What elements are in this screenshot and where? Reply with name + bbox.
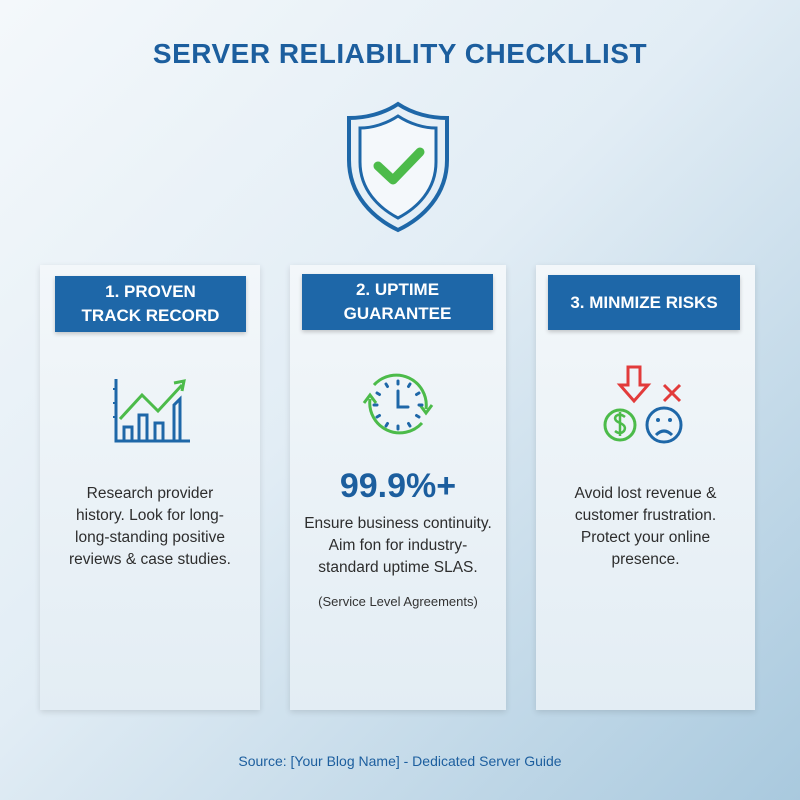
- card-content: Research provider history. Look for long…: [40, 483, 260, 571]
- card-heading: 3. MINMIZE RISKS: [548, 275, 740, 330]
- card-body: Avoid lost revenue & customer frustratio…: [574, 485, 717, 568]
- card-heading: 2. UPTIME GUARANTEE: [302, 274, 493, 330]
- uptime-stat: 99.9%+: [339, 467, 457, 505]
- card-heading: 1. PROVEN TRACK RECORD: [55, 276, 246, 332]
- card-proven-track-record: 1. PROVEN TRACK RECORD Research provider…: [40, 265, 260, 710]
- card-content: 99.9%+ Ensure business continuity. Aim f…: [290, 465, 506, 611]
- card-body: Research provider history. Look for long…: [69, 485, 231, 568]
- card-uptime-guarantee: 2. UPTIME GUARANTEE 99.9%+ Ensure busine…: [290, 265, 506, 710]
- card-note: (Service Level Agreements): [318, 594, 478, 609]
- card-body: Ensure business continuity. Aim fon for …: [304, 515, 492, 576]
- clock-refresh-icon: [362, 373, 434, 435]
- growth-chart-icon: [113, 379, 190, 443]
- card-minimize-risks: 3. MINMIZE RISKS Avoid lost revenue & cu…: [536, 265, 755, 710]
- page-title: SERVER RELIABILITY CHECKLLIST: [152, 38, 648, 69]
- shield-check-icon: [347, 101, 449, 233]
- card-content: Avoid lost revenue & customer frustratio…: [536, 483, 755, 571]
- source-credit: Source: [Your Blog Name] - Dedicated Ser…: [238, 753, 562, 769]
- risk-icon: [603, 365, 683, 444]
